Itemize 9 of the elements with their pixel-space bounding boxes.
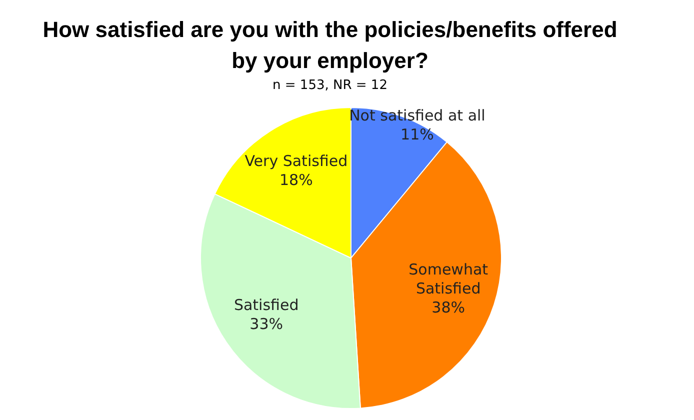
data-label: 11%: [400, 126, 434, 144]
chart-title: How satisfied are you with the policies/benefits offered by your employer?: [42, 16, 618, 75]
data-label: 38%: [432, 298, 466, 317]
chart-subtitle: n = 153, NR = 12: [272, 78, 388, 93]
slice-label: Somewhat Satisfied: [408, 260, 488, 298]
data-label: 18%: [279, 170, 313, 189]
slice-label: Satisfied: [234, 296, 299, 314]
data-label: 33%: [250, 314, 284, 333]
slice-label: Very Satisfied: [244, 152, 348, 170]
